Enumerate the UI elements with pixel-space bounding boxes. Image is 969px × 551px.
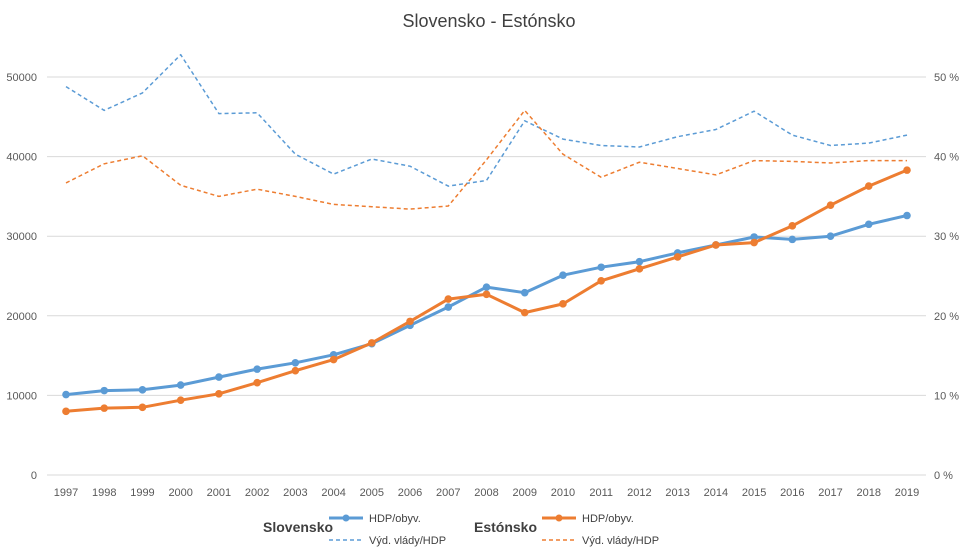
y-right-tick-label: 0 % bbox=[934, 470, 953, 482]
data-point-slovensko-hdp bbox=[215, 373, 223, 381]
y-left-tick-label: 0 bbox=[31, 470, 37, 482]
data-point-estonsko-hdp bbox=[788, 222, 797, 230]
legend-group-estonsko: Estónsko bbox=[474, 519, 537, 535]
data-point-estonsko-hdp bbox=[329, 355, 338, 364]
x-tick-label: 2008 bbox=[474, 487, 498, 499]
data-point-estonsko-hdp bbox=[520, 308, 529, 317]
x-tick-label: 2003 bbox=[283, 487, 307, 499]
gridlines bbox=[47, 76, 926, 476]
legend-estonsko-hdp-marker bbox=[555, 514, 563, 522]
x-tick-label: 2001 bbox=[207, 487, 231, 499]
legend: Slovensko HDP/obyv. Výd. vlády/HDP Estón… bbox=[263, 513, 659, 547]
y-right-tick-label: 50 % bbox=[934, 72, 959, 84]
y-right-tick-label: 40 % bbox=[934, 152, 959, 164]
x-tick-label: 2016 bbox=[780, 487, 804, 499]
x-tick-label: 2004 bbox=[321, 487, 345, 499]
data-point-estonsko-hdp bbox=[368, 339, 376, 347]
data-point-estonsko-hdp bbox=[444, 295, 453, 303]
data-point-estonsko-hdp bbox=[215, 390, 223, 398]
data-point-slovensko-hdp bbox=[176, 381, 185, 389]
data-point-slovensko-hdp bbox=[482, 283, 491, 291]
x-tick-label: 2017 bbox=[818, 487, 842, 499]
x-tick-label: 1997 bbox=[54, 487, 78, 499]
data-point-estonsko-hdp bbox=[62, 407, 70, 416]
y-axis-left: 0 10000 20000 30000 40000 50000 bbox=[6, 72, 37, 482]
legend-slovensko-hdp-label: HDP/obyv. bbox=[369, 513, 421, 525]
data-point-estonsko-hdp bbox=[100, 404, 109, 412]
y-right-tick-label: 10 % bbox=[934, 390, 959, 402]
data-point-estonsko-hdp bbox=[176, 396, 185, 404]
data-point-slovensko-hdp bbox=[444, 303, 453, 311]
data-point-estonsko-hdp bbox=[903, 166, 911, 174]
data-point-slovensko-hdp bbox=[291, 358, 300, 367]
x-tick-label: 2005 bbox=[360, 487, 384, 499]
data-point-estonsko-hdp bbox=[482, 290, 491, 299]
data-point-estonsko-hdp bbox=[291, 366, 300, 375]
data-point-slovensko-hdp bbox=[138, 386, 147, 394]
x-tick-label: 2012 bbox=[627, 487, 651, 499]
y-right-tick-label: 30 % bbox=[934, 231, 959, 243]
x-tick-label: 2009 bbox=[512, 487, 536, 499]
data-point-slovensko-hdp bbox=[864, 220, 873, 229]
data-point-slovensko-hdp bbox=[635, 257, 644, 266]
x-axis: 1997 1998 1999 2000 2001 2002 2003 2004 2005 2006… bbox=[54, 487, 919, 499]
data-point-slovensko-hdp bbox=[750, 233, 758, 241]
data-point-estonsko-hdp bbox=[406, 317, 414, 326]
x-tick-label: 2015 bbox=[742, 487, 766, 499]
data-point-slovensko-hdp bbox=[520, 288, 529, 297]
data-point-slovensko-hdp bbox=[903, 211, 911, 220]
data-point-estonsko-hdp bbox=[253, 378, 261, 387]
y-axis-right: 0 % 10 % 20 % 30 % 40 % 50 % bbox=[934, 72, 959, 482]
chart-title: Slovensko - Estónsko bbox=[402, 11, 575, 31]
series-lines bbox=[62, 53, 911, 416]
x-tick-label: 2013 bbox=[665, 487, 689, 499]
data-point-slovensko-hdp bbox=[788, 235, 797, 244]
x-tick-label: 2002 bbox=[245, 487, 269, 499]
legend-estonsko-vyd-label: Výd. vlády/HDP bbox=[582, 535, 659, 547]
data-point-slovensko-hdp bbox=[62, 390, 70, 399]
data-point-estonsko-hdp bbox=[559, 300, 567, 308]
x-tick-label: 1998 bbox=[92, 487, 116, 499]
legend-slovensko-vyd-label: Výd. vlády/HDP bbox=[369, 535, 446, 547]
x-tick-label: 2018 bbox=[857, 487, 881, 499]
data-point-estonsko-hdp bbox=[712, 241, 720, 249]
data-point-estonsko-hdp bbox=[864, 182, 873, 190]
x-tick-label: 2019 bbox=[895, 487, 919, 499]
x-tick-label: 2010 bbox=[551, 487, 575, 499]
x-tick-label: 2006 bbox=[398, 487, 422, 499]
x-tick-label: 2014 bbox=[704, 487, 728, 499]
data-point-estonsko-hdp bbox=[750, 238, 758, 247]
data-point-slovensko-hdp bbox=[559, 271, 567, 280]
x-tick-label: 1999 bbox=[130, 487, 154, 499]
series-line-estonsko-vyd bbox=[65, 109, 907, 210]
data-point-estonsko-hdp bbox=[597, 276, 605, 285]
x-tick-label: 2007 bbox=[436, 487, 460, 499]
legend-group-slovensko: Slovensko bbox=[263, 519, 333, 535]
data-point-slovensko-hdp bbox=[826, 232, 835, 240]
data-point-estonsko-hdp bbox=[138, 403, 147, 412]
data-point-slovensko-hdp bbox=[100, 386, 109, 395]
y-left-tick-label: 50000 bbox=[6, 72, 37, 84]
legend-slovensko-hdp-marker bbox=[342, 514, 350, 522]
y-left-tick-label: 40000 bbox=[6, 152, 37, 164]
series-line-slovensko-hdp bbox=[65, 214, 908, 397]
series-line-slovensko-vyd bbox=[65, 53, 908, 187]
y-right-tick-label: 20 % bbox=[934, 311, 959, 323]
data-point-slovensko-hdp bbox=[597, 263, 605, 272]
x-tick-label: 2011 bbox=[589, 487, 613, 499]
legend-estonsko-hdp-label: HDP/obyv. bbox=[582, 513, 634, 525]
y-left-tick-label: 20000 bbox=[6, 311, 37, 323]
data-point-estonsko-hdp bbox=[826, 201, 835, 209]
y-left-tick-label: 10000 bbox=[6, 390, 37, 402]
data-point-slovensko-hdp bbox=[253, 365, 261, 373]
data-point-estonsko-hdp bbox=[635, 265, 644, 273]
y-left-tick-label: 30000 bbox=[6, 231, 37, 243]
data-point-estonsko-hdp bbox=[673, 253, 682, 261]
x-tick-label: 2000 bbox=[168, 487, 192, 499]
